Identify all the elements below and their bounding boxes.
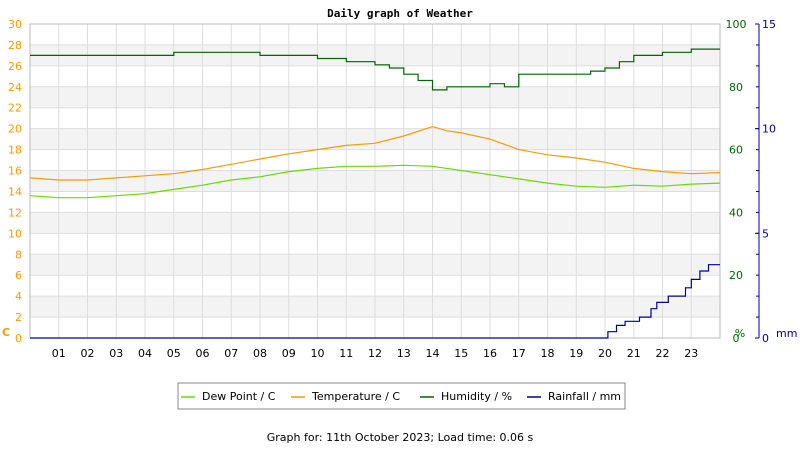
left-tick-label: 20 xyxy=(8,123,22,136)
left-tick-label: 24 xyxy=(8,81,22,94)
series-line-rainfall xyxy=(30,264,720,339)
weather-chart: Daily graph of Weather 02468101214161820… xyxy=(2,7,797,410)
x-tick-label: 23 xyxy=(684,347,698,360)
x-tick-label: 19 xyxy=(569,347,583,360)
humidity-tick-label: 40 xyxy=(729,206,743,219)
humidity-tick-label: 20 xyxy=(729,269,743,282)
humidity-tick-label: 0 xyxy=(733,332,740,345)
left-tick-label: 14 xyxy=(8,185,22,198)
legend-label: Rainfall / mm xyxy=(548,390,621,403)
x-tick-label: 15 xyxy=(454,347,468,360)
left-tick-label: 16 xyxy=(8,165,22,178)
legend-label: Temperature / C xyxy=(311,390,400,403)
chart-title: Daily graph of Weather xyxy=(327,7,473,20)
x-tick-label: 06 xyxy=(196,347,210,360)
left-tick-label: 12 xyxy=(8,206,22,219)
humidity-tick-label: 60 xyxy=(729,144,743,157)
x-tick-label: 08 xyxy=(253,347,267,360)
left-tick-label: 26 xyxy=(8,60,22,73)
rainfall-axis-unit: mm xyxy=(776,327,797,340)
rainfall-tick-label: 15 xyxy=(762,18,776,31)
rainfall-tick-label: 0 xyxy=(762,332,769,345)
x-tick-label: 13 xyxy=(397,347,411,360)
series-line-humidity xyxy=(30,48,720,91)
left-axis-unit: C xyxy=(2,326,10,339)
x-tick-label: 18 xyxy=(541,347,555,360)
humidity-axis: 0 20 40 60 80 100% xyxy=(726,18,747,345)
x-tick-label: 07 xyxy=(224,347,238,360)
footer-text: Graph for: 11th October 2023; Load time:… xyxy=(266,431,534,444)
left-tick-label: 6 xyxy=(15,269,22,282)
left-tick-label: 18 xyxy=(8,144,22,157)
x-tick-label: 22 xyxy=(656,347,670,360)
x-tick-label: 20 xyxy=(598,347,612,360)
series-line-dew xyxy=(29,164,721,199)
x-tick-label: 11 xyxy=(339,347,353,360)
humidity-tick-label: 80 xyxy=(729,81,743,94)
legend-label: Dew Point / C xyxy=(202,390,276,403)
x-tick-label: 16 xyxy=(483,347,497,360)
rainfall-tick-label: 10 xyxy=(762,123,776,136)
x-tick-label: 09 xyxy=(282,347,296,360)
left-tick-label: 22 xyxy=(8,102,22,115)
x-tick-label: 04 xyxy=(138,347,152,360)
left-tick-label: 4 xyxy=(15,290,22,303)
x-tick-label: 01 xyxy=(52,347,66,360)
x-tick-label: 02 xyxy=(81,347,95,360)
left-tick-label: 8 xyxy=(15,248,22,261)
left-tick-label: 30 xyxy=(8,18,22,31)
x-tick-label: 03 xyxy=(109,347,123,360)
rainfall-tick-label: 5 xyxy=(762,227,769,240)
left-tick-label: 28 xyxy=(8,39,22,52)
left-tick-label: 2 xyxy=(15,311,22,324)
series-group xyxy=(29,48,721,339)
series-line-temperature xyxy=(29,125,721,181)
humidity-axis-unit: % xyxy=(735,327,745,340)
x-tick-label: 10 xyxy=(311,347,325,360)
legend: Dew Point / C Temperature / C Humidity / %… xyxy=(177,382,626,410)
x-tick-label: 21 xyxy=(627,347,641,360)
humidity-tick-label: 100 xyxy=(726,18,747,31)
legend-box xyxy=(177,382,626,410)
left-tick-label: 10 xyxy=(8,227,22,240)
legend-label: Humidity / % xyxy=(441,390,512,403)
x-tick-label: 12 xyxy=(368,347,382,360)
x-axis: 01 02 03 04 05 06 07 08 09 10 11 12 13 14 15 16 17 18 19 20… xyxy=(52,347,699,360)
x-tick-label: 17 xyxy=(512,347,526,360)
left-tick-label: 0 xyxy=(15,332,22,345)
x-tick-label: 14 xyxy=(426,347,440,360)
rainfall-axis: 0 5 10 15 mm xyxy=(755,18,797,345)
x-tick-label: 05 xyxy=(167,347,181,360)
